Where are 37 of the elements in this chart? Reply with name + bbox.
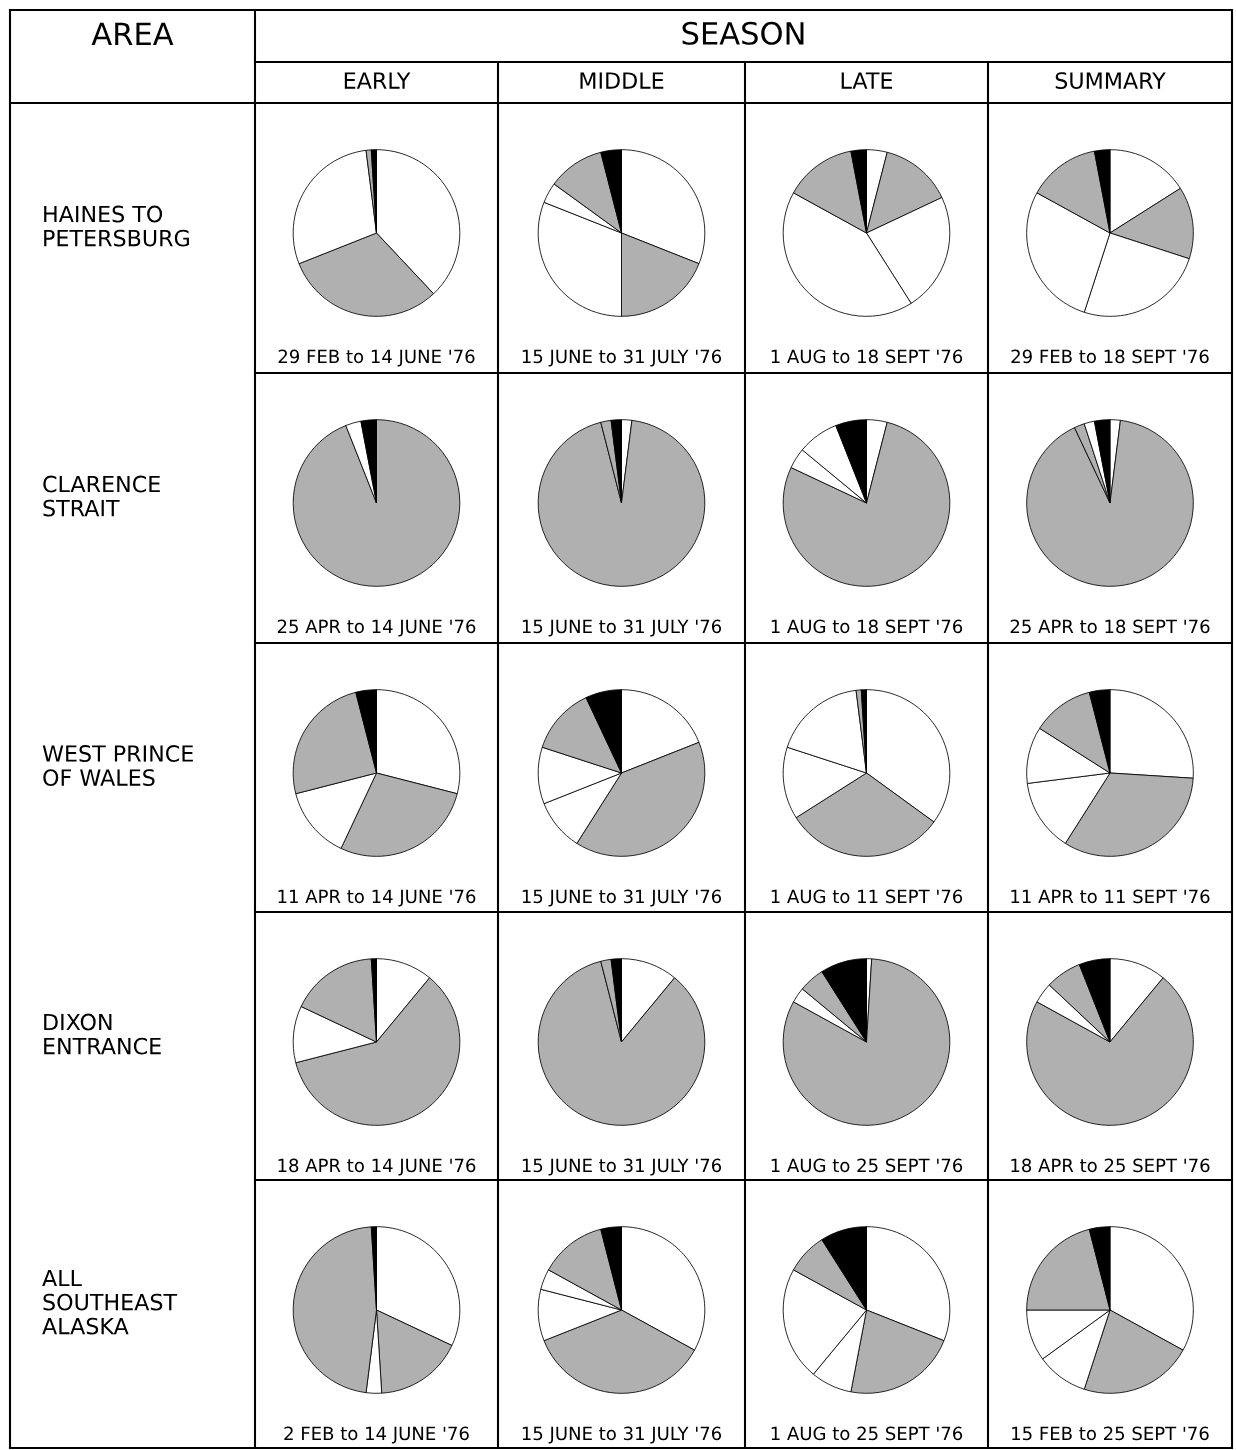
text: LATE	[841, 72, 893, 89]
text: HAINES TO PETERSBURG	[44, 205, 189, 247]
text: 15 JUNE to 31 JULY '76	[522, 619, 722, 637]
pie-slice	[292, 419, 461, 587]
text: WEST PRINCE OF WALES	[42, 745, 193, 786]
text: MIDDLE	[580, 72, 664, 89]
text: 1 AUG to 18 SEPT '76	[771, 619, 963, 634]
text: 11 APR to 11 SEPT '76	[1011, 889, 1210, 904]
text: 29 FEB to 18 SEPT '76	[1011, 349, 1209, 364]
text: 2 FEB to 14 JUNE '76	[284, 1426, 469, 1444]
text: 15 JUNE to 31 JULY '76	[522, 349, 722, 367]
pie-slice	[782, 421, 951, 587]
text: DIXON ENTRANCE	[44, 1013, 161, 1055]
text: 1 AUG to 25 SEPT '76	[771, 1426, 963, 1441]
text: EARLY	[344, 72, 411, 89]
text: ALL SOUTHEAST ALASKA	[42, 1269, 178, 1335]
text: 1 AUG to 25 SEPT '76	[771, 1158, 963, 1173]
text: CLARENCE STRAIT	[43, 475, 160, 517]
text: 25 APR to 14 JUNE '76	[277, 619, 476, 637]
text: 15 JUNE to 31 JULY '76	[522, 889, 722, 907]
text: 1 AUG to 18 SEPT '76	[771, 349, 963, 364]
text: AREA	[91, 22, 174, 45]
text: 18 APR to 25 SEPT '76	[1011, 1158, 1210, 1173]
pie-slice	[782, 958, 951, 1126]
text: 15 JUNE to 31 JULY '76	[522, 1426, 722, 1444]
text: 18 APR to 14 JUNE '76	[278, 1158, 476, 1176]
pie-slice	[1026, 419, 1194, 587]
text: 15 JUNE to 31 JULY '76	[522, 1158, 722, 1176]
text: 1 AUG to 11 SEPT '76	[771, 889, 963, 904]
text: 29 FEB to 14 JUNE '76	[278, 349, 475, 367]
text: 15 FEB to 25 SEPT '76	[1012, 1426, 1209, 1441]
text: SEASON	[682, 21, 804, 45]
text: 11 APR to 14 JUNE '76	[278, 889, 476, 907]
text: SUMMARY	[1055, 72, 1166, 89]
pie-slice	[537, 960, 706, 1126]
text: 25 APR to 18 SEPT '76	[1010, 619, 1210, 634]
pie-slice	[537, 419, 706, 587]
